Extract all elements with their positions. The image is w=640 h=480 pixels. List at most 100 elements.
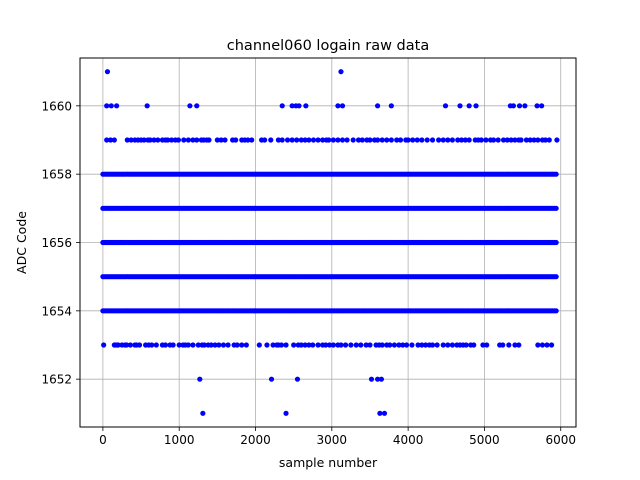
data-point (483, 137, 489, 143)
data-point (440, 342, 446, 348)
data-point (320, 137, 326, 143)
data-point (291, 342, 297, 348)
data-point (162, 342, 169, 348)
data-points (100, 69, 560, 416)
data-point (523, 137, 530, 143)
data-point (123, 342, 130, 348)
data-point (539, 103, 545, 109)
data-point (367, 137, 373, 143)
data-point (434, 342, 440, 348)
data-point (553, 274, 559, 280)
data-point (375, 376, 381, 382)
data-point (553, 308, 559, 314)
data-point (144, 103, 150, 109)
data-point (405, 137, 411, 143)
data-point (463, 342, 469, 348)
data-point (136, 342, 143, 348)
data-point (344, 137, 350, 143)
data-point (310, 342, 316, 348)
data-point (553, 171, 559, 177)
data-point (522, 103, 528, 109)
data-point (128, 137, 134, 143)
data-point (379, 137, 385, 143)
data-point (449, 342, 455, 348)
data-point (190, 342, 196, 348)
data-point (289, 103, 295, 109)
data-point (396, 342, 402, 348)
data-point (315, 342, 321, 348)
data-point (409, 342, 415, 348)
x-tick-label: 1000 (164, 433, 195, 447)
data-point (414, 137, 420, 143)
data-point (115, 342, 121, 348)
y-axis-label: ADC Code (14, 211, 29, 274)
data-point (302, 342, 308, 348)
x-tick-label: 2000 (240, 433, 271, 447)
data-point (535, 137, 541, 143)
data-point (436, 137, 442, 143)
data-point (200, 410, 206, 416)
data-point (478, 137, 484, 143)
data-point (155, 137, 161, 143)
data-point (527, 137, 533, 143)
data-point (284, 137, 291, 143)
data-point (234, 342, 240, 348)
data-point (339, 103, 346, 109)
data-point (403, 342, 410, 348)
data-point (512, 137, 518, 143)
data-point (270, 342, 276, 348)
data-point (149, 342, 155, 348)
data-point (363, 342, 369, 348)
data-point (262, 137, 268, 143)
data-point (249, 137, 255, 143)
data-point (375, 103, 381, 109)
data-point (388, 103, 394, 109)
data-point (506, 342, 512, 348)
data-point (400, 342, 406, 348)
y-tick-label: 1660 (41, 99, 72, 113)
data-point (440, 137, 446, 143)
data-point (350, 137, 356, 143)
data-point (127, 342, 133, 348)
data-point (394, 137, 400, 143)
data-point (279, 137, 285, 143)
data-point (124, 137, 130, 143)
y-tick-label: 1652 (41, 373, 72, 387)
data-point (508, 137, 514, 143)
data-point (359, 137, 365, 143)
data-point (504, 137, 510, 143)
data-point (323, 342, 329, 348)
data-point (275, 137, 281, 143)
data-point (375, 137, 381, 143)
data-point (542, 137, 549, 143)
data-point (302, 137, 308, 143)
data-point (391, 342, 397, 348)
data-point (500, 342, 506, 348)
data-point (342, 342, 349, 348)
x-tick-label: 4000 (393, 433, 424, 447)
data-point (185, 137, 191, 143)
data-point (176, 342, 182, 348)
data-point (218, 137, 224, 143)
data-point (500, 137, 507, 143)
data-point (424, 137, 430, 143)
data-point (216, 342, 222, 348)
data-point (449, 137, 455, 143)
data-point (175, 137, 182, 143)
data-point (268, 137, 274, 143)
data-point (397, 137, 404, 143)
data-point (243, 342, 249, 348)
data-point (473, 103, 479, 109)
data-point (554, 137, 560, 143)
data-point (141, 137, 147, 143)
data-point (306, 342, 312, 348)
data-point (294, 376, 301, 382)
data-point (194, 137, 200, 143)
data-point (208, 342, 214, 348)
data-point (429, 137, 436, 143)
data-point (516, 342, 522, 348)
data-point (379, 342, 385, 348)
data-point (471, 342, 477, 348)
data-point (535, 342, 541, 348)
